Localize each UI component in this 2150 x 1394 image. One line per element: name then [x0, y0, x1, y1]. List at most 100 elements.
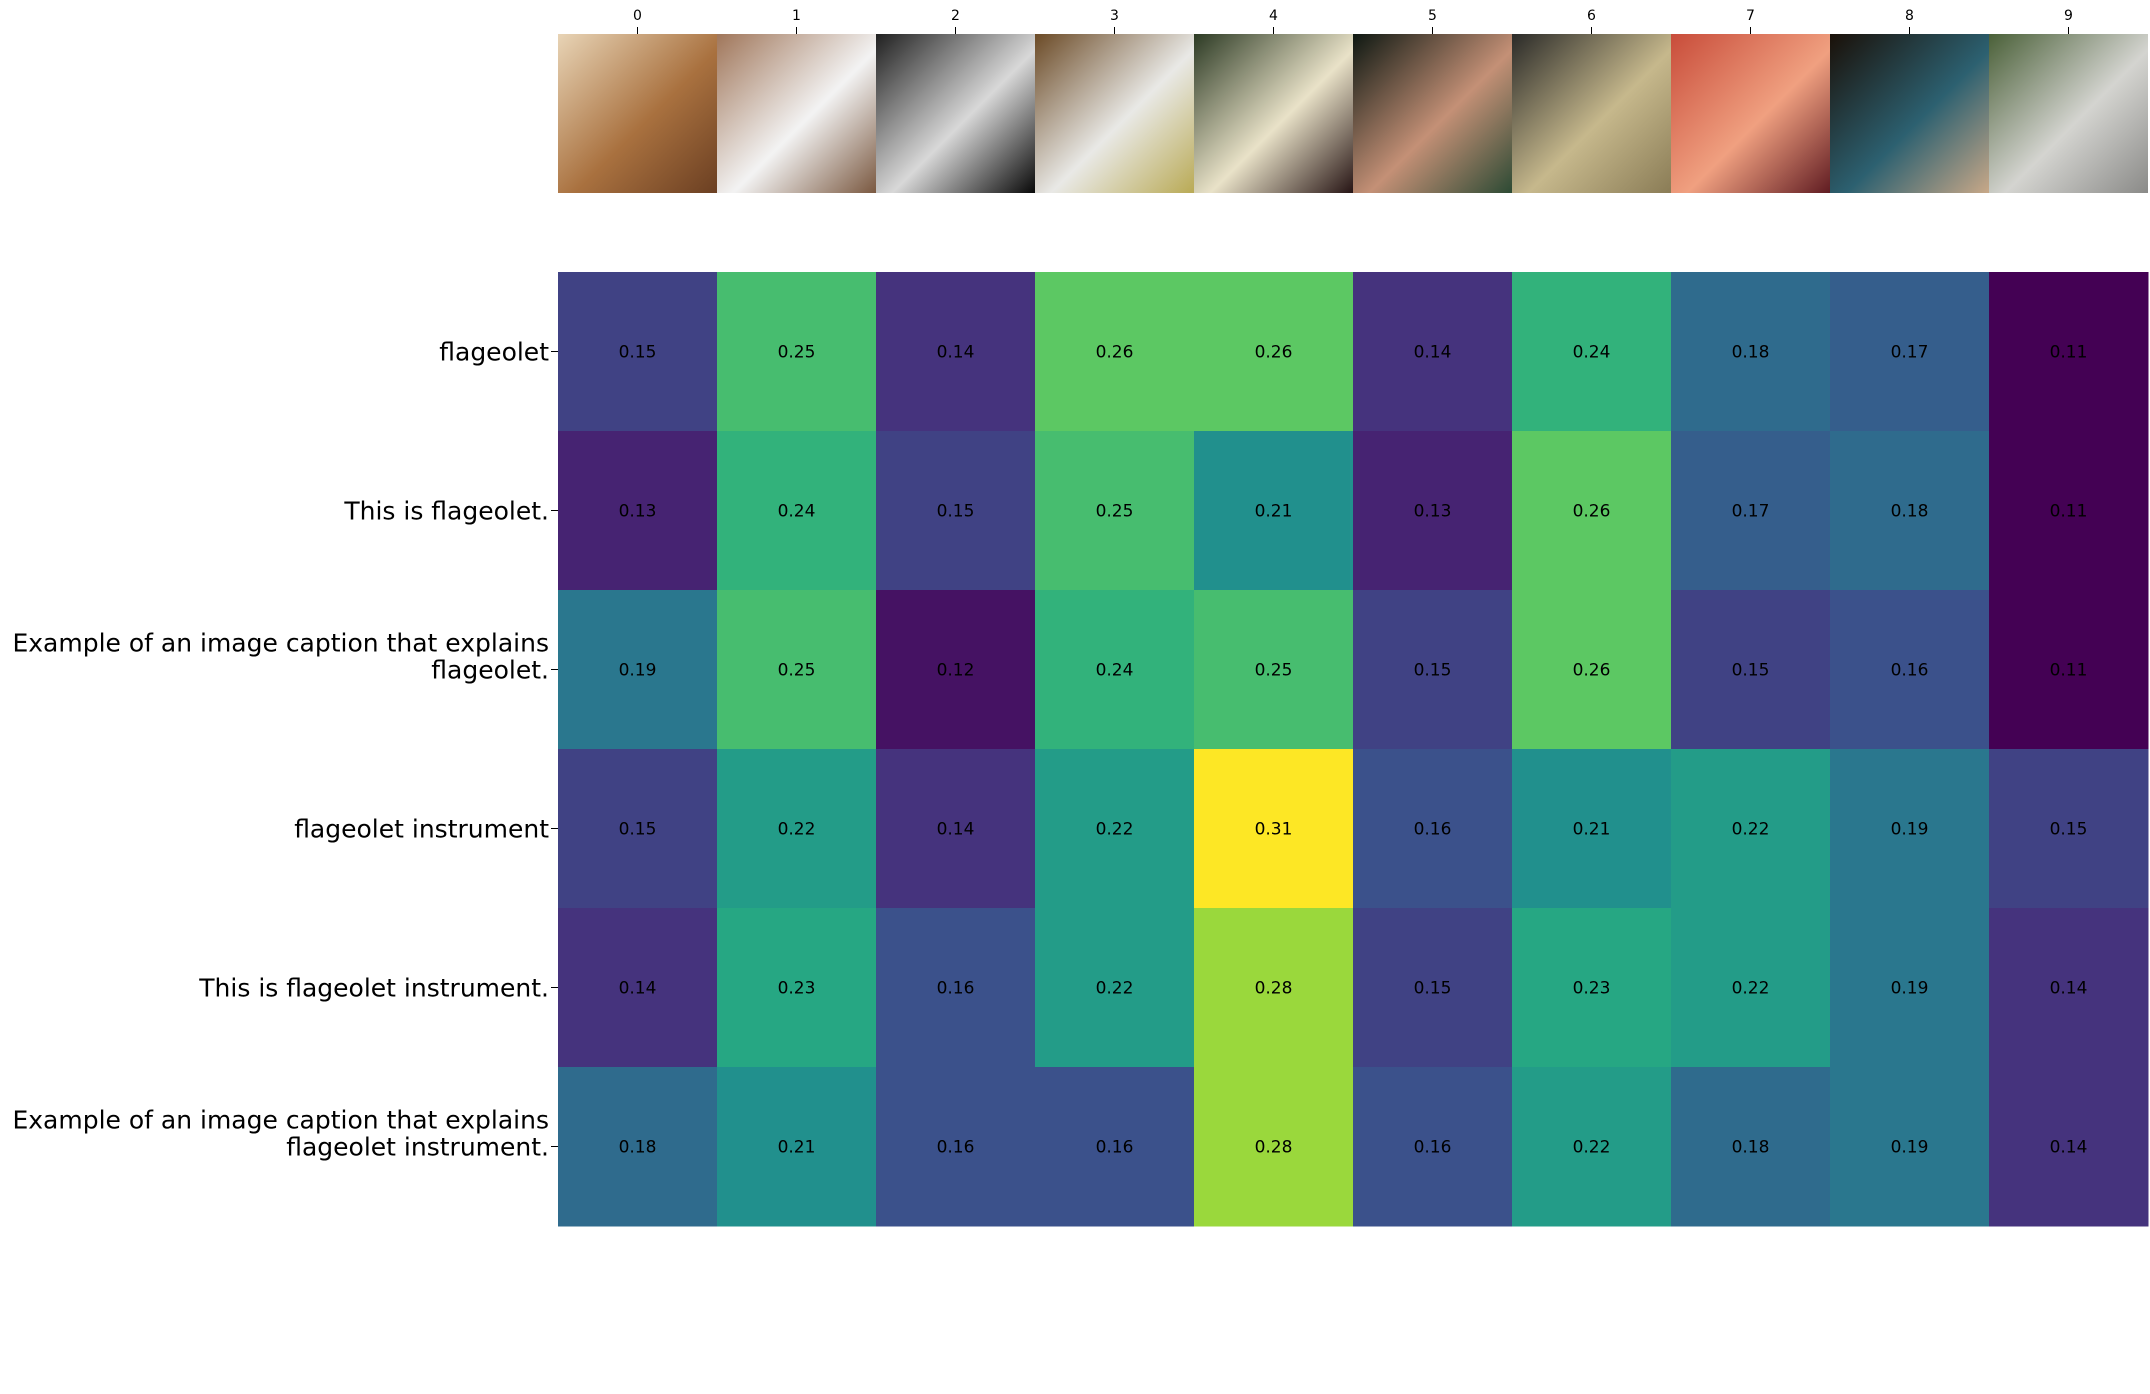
cell-value-label: 0.15	[1414, 661, 1452, 681]
heatmap-cell	[876, 272, 1036, 432]
heatmap-cell	[1512, 908, 1672, 1068]
heatmap-cell	[1512, 1067, 1672, 1227]
cell-value-label: 0.24	[778, 502, 816, 522]
cell-value-label: 0.15	[619, 820, 657, 840]
cell-value-label: 0.18	[619, 1138, 657, 1158]
heatmap-cell	[717, 590, 877, 750]
heatmap-cell	[1353, 431, 1513, 591]
heatmap-cell	[1989, 431, 2149, 591]
y-tick-label: This is flageolet.	[343, 497, 549, 526]
cell-value-label: 0.24	[1096, 661, 1134, 681]
cell-value-label: 0.18	[1732, 343, 1770, 363]
heatmap-cell	[558, 431, 718, 591]
y-tick-label: flageolet instrument	[294, 815, 549, 844]
heatmap-cell	[1671, 431, 1831, 591]
cell-value-label: 0.31	[1255, 820, 1293, 840]
heatmap-cell	[717, 1067, 877, 1227]
cell-value-label: 0.19	[619, 661, 657, 681]
heatmap-cell	[558, 908, 718, 1068]
cell-value-label: 0.16	[1414, 820, 1452, 840]
cell-value-label: 0.15	[619, 343, 657, 363]
heatmap-cell	[876, 590, 1036, 750]
white-beans-on-wood-thumb	[717, 34, 876, 193]
y-tick-label: This is flageolet instrument.	[198, 974, 549, 1003]
heatmap-cell	[717, 272, 877, 432]
cell-value-label: 0.22	[1732, 820, 1770, 840]
cell-value-label: 0.16	[1414, 1138, 1452, 1158]
heatmap-cell	[1989, 749, 2149, 909]
cell-value-label: 0.22	[1573, 1138, 1611, 1158]
cell-value-label: 0.22	[778, 820, 816, 840]
cell-value-label: 0.21	[1255, 502, 1293, 522]
woman-playing-violin-thumb	[1353, 34, 1512, 193]
heatmap-cell	[1989, 590, 2149, 750]
y-tick-label: flageolet	[439, 338, 549, 367]
cell-value-label: 0.14	[1414, 343, 1452, 363]
y-tick-label: flageolet.	[431, 656, 549, 685]
cell-value-label: 0.22	[1732, 979, 1770, 999]
cell-value-label: 0.14	[2050, 1138, 2088, 1158]
cell-value-label: 0.11	[2050, 343, 2088, 363]
cell-value-label: 0.18	[1891, 502, 1929, 522]
x-tick-label: 7	[1746, 8, 1755, 24]
heatmap-cell	[1671, 1067, 1831, 1227]
heatmap-cell	[1830, 908, 1990, 1068]
cell-value-label: 0.25	[778, 343, 816, 363]
heatmap-cell	[1671, 590, 1831, 750]
cell-value-label: 0.15	[1732, 661, 1770, 681]
heatmap-cell	[558, 1067, 718, 1227]
bowl-of-beans-thumb	[1035, 34, 1194, 193]
cell-value-label: 0.14	[937, 820, 975, 840]
cell-value-label: 0.26	[1573, 502, 1611, 522]
cell-value-label: 0.15	[937, 502, 975, 522]
heatmap-cell	[1989, 908, 2149, 1068]
heatmap-cell	[1512, 431, 1672, 591]
cell-value-label: 0.11	[2050, 502, 2088, 522]
heatmap-cell	[1194, 590, 1354, 750]
cell-value-label: 0.16	[937, 1138, 975, 1158]
cell-value-label: 0.26	[1255, 343, 1293, 363]
cell-value-label: 0.18	[1732, 1138, 1770, 1158]
cell-value-label: 0.28	[1255, 1138, 1293, 1158]
heatmap-cell	[558, 590, 718, 750]
heatmap-cell	[1353, 1067, 1513, 1227]
heatmap-cell	[1989, 1067, 2149, 1227]
cell-value-label: 0.24	[1573, 343, 1611, 363]
red-curtains-thumb	[1671, 34, 1830, 193]
cell-value-label: 0.19	[1891, 979, 1929, 999]
heatmap-cell	[1671, 908, 1831, 1068]
cell-value-label: 0.21	[778, 1138, 816, 1158]
x-tick-label: 4	[1269, 8, 1278, 24]
cell-value-label: 0.25	[1096, 502, 1134, 522]
cell-value-label: 0.16	[1096, 1138, 1134, 1158]
heatmap-cell	[876, 908, 1036, 1068]
y-tick-label: Example of an image caption that explain…	[12, 1106, 549, 1135]
cell-value-label: 0.17	[1891, 343, 1929, 363]
heatmap-cell	[1671, 749, 1831, 909]
cell-value-label: 0.19	[1891, 820, 1929, 840]
heatmap-cell	[717, 749, 877, 909]
x-tick-label: 9	[2064, 8, 2073, 24]
vintage-dance-illustration-thumb	[558, 34, 717, 193]
cell-value-label: 0.28	[1255, 979, 1293, 999]
heatmap-cell	[1194, 431, 1354, 591]
cell-value-label: 0.25	[778, 661, 816, 681]
jar-of-beans-thumb	[1512, 34, 1671, 193]
cell-value-label: 0.22	[1096, 820, 1134, 840]
heatmap-cell	[1671, 272, 1831, 432]
heatmap-cell	[1353, 590, 1513, 750]
heatmap-cell	[1830, 749, 1990, 909]
cell-value-label: 0.19	[1891, 1138, 1929, 1158]
x-tick-label: 5	[1428, 8, 1437, 24]
heatmap-cell	[1989, 272, 2149, 432]
heatmap-cell	[1353, 272, 1513, 432]
heatmap-cell	[1830, 431, 1990, 591]
heatmap-cell	[1035, 272, 1195, 432]
heatmap-cell	[717, 431, 877, 591]
heatmap-cell	[1830, 590, 1990, 750]
heatmap-cell	[876, 1067, 1036, 1227]
heatmap-cell	[1035, 590, 1195, 750]
cell-value-label: 0.14	[937, 343, 975, 363]
heatmap-cell	[1035, 908, 1195, 1068]
